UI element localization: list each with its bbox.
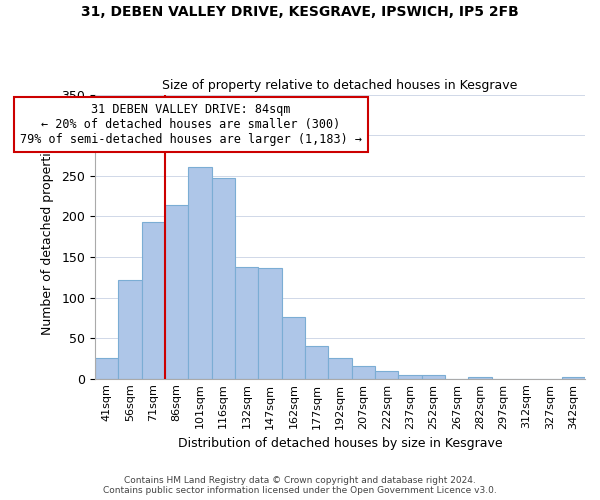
Text: 31 DEBEN VALLEY DRIVE: 84sqm
← 20% of detached houses are smaller (300)
79% of s: 31 DEBEN VALLEY DRIVE: 84sqm ← 20% of de… [20, 103, 362, 146]
Bar [259, 268, 281, 378]
Bar [212, 178, 235, 378]
Bar [118, 280, 142, 378]
Bar [281, 317, 305, 378]
X-axis label: Distribution of detached houses by size in Kesgrave: Distribution of detached houses by size … [178, 437, 502, 450]
Y-axis label: Number of detached properties: Number of detached properties [41, 138, 55, 335]
Bar [188, 167, 212, 378]
Bar [305, 346, 328, 378]
Bar [469, 377, 491, 378]
Bar [142, 222, 165, 378]
Bar [235, 266, 259, 378]
Bar [398, 374, 422, 378]
Bar [328, 358, 352, 378]
Text: Contains HM Land Registry data © Crown copyright and database right 2024.
Contai: Contains HM Land Registry data © Crown c… [103, 476, 497, 495]
Bar [375, 370, 398, 378]
Bar [95, 358, 118, 378]
Bar [562, 377, 585, 378]
Text: 31, DEBEN VALLEY DRIVE, KESGRAVE, IPSWICH, IP5 2FB: 31, DEBEN VALLEY DRIVE, KESGRAVE, IPSWIC… [81, 5, 519, 19]
Title: Size of property relative to detached houses in Kesgrave: Size of property relative to detached ho… [163, 79, 518, 92]
Bar [352, 366, 375, 378]
Bar [422, 374, 445, 378]
Bar [165, 205, 188, 378]
